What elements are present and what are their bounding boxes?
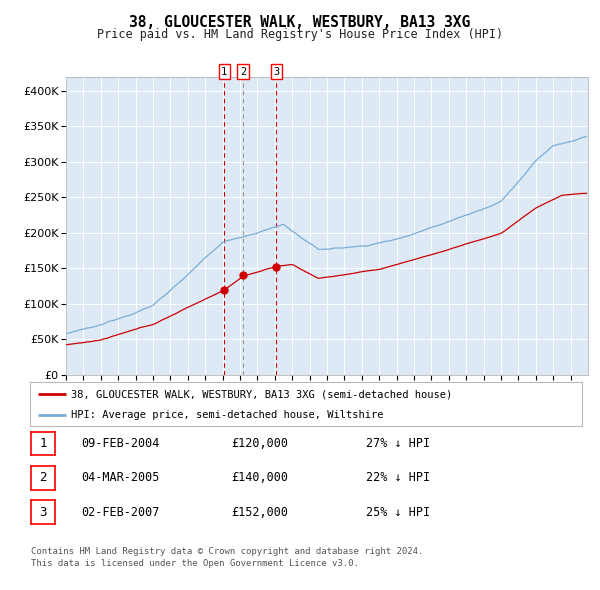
Text: 38, GLOUCESTER WALK, WESTBURY, BA13 3XG: 38, GLOUCESTER WALK, WESTBURY, BA13 3XG bbox=[130, 15, 470, 30]
Text: 27% ↓ HPI: 27% ↓ HPI bbox=[366, 437, 430, 450]
Text: 3: 3 bbox=[40, 506, 47, 519]
Text: Price paid vs. HM Land Registry's House Price Index (HPI): Price paid vs. HM Land Registry's House … bbox=[97, 28, 503, 41]
Text: £152,000: £152,000 bbox=[231, 506, 288, 519]
Text: 1: 1 bbox=[221, 67, 227, 77]
Text: 1: 1 bbox=[40, 437, 47, 450]
Text: 02-FEB-2007: 02-FEB-2007 bbox=[81, 506, 160, 519]
Text: 2: 2 bbox=[40, 471, 47, 484]
Text: 09-FEB-2004: 09-FEB-2004 bbox=[81, 437, 160, 450]
Text: 2: 2 bbox=[240, 67, 246, 77]
Text: HPI: Average price, semi-detached house, Wiltshire: HPI: Average price, semi-detached house,… bbox=[71, 410, 384, 420]
Text: £140,000: £140,000 bbox=[231, 471, 288, 484]
Text: 22% ↓ HPI: 22% ↓ HPI bbox=[366, 471, 430, 484]
Text: This data is licensed under the Open Government Licence v3.0.: This data is licensed under the Open Gov… bbox=[31, 559, 359, 568]
Text: 3: 3 bbox=[273, 67, 280, 77]
Text: Contains HM Land Registry data © Crown copyright and database right 2024.: Contains HM Land Registry data © Crown c… bbox=[31, 547, 424, 556]
Text: 38, GLOUCESTER WALK, WESTBURY, BA13 3XG (semi-detached house): 38, GLOUCESTER WALK, WESTBURY, BA13 3XG … bbox=[71, 389, 452, 399]
Text: £120,000: £120,000 bbox=[231, 437, 288, 450]
Text: 25% ↓ HPI: 25% ↓ HPI bbox=[366, 506, 430, 519]
Text: 04-MAR-2005: 04-MAR-2005 bbox=[81, 471, 160, 484]
